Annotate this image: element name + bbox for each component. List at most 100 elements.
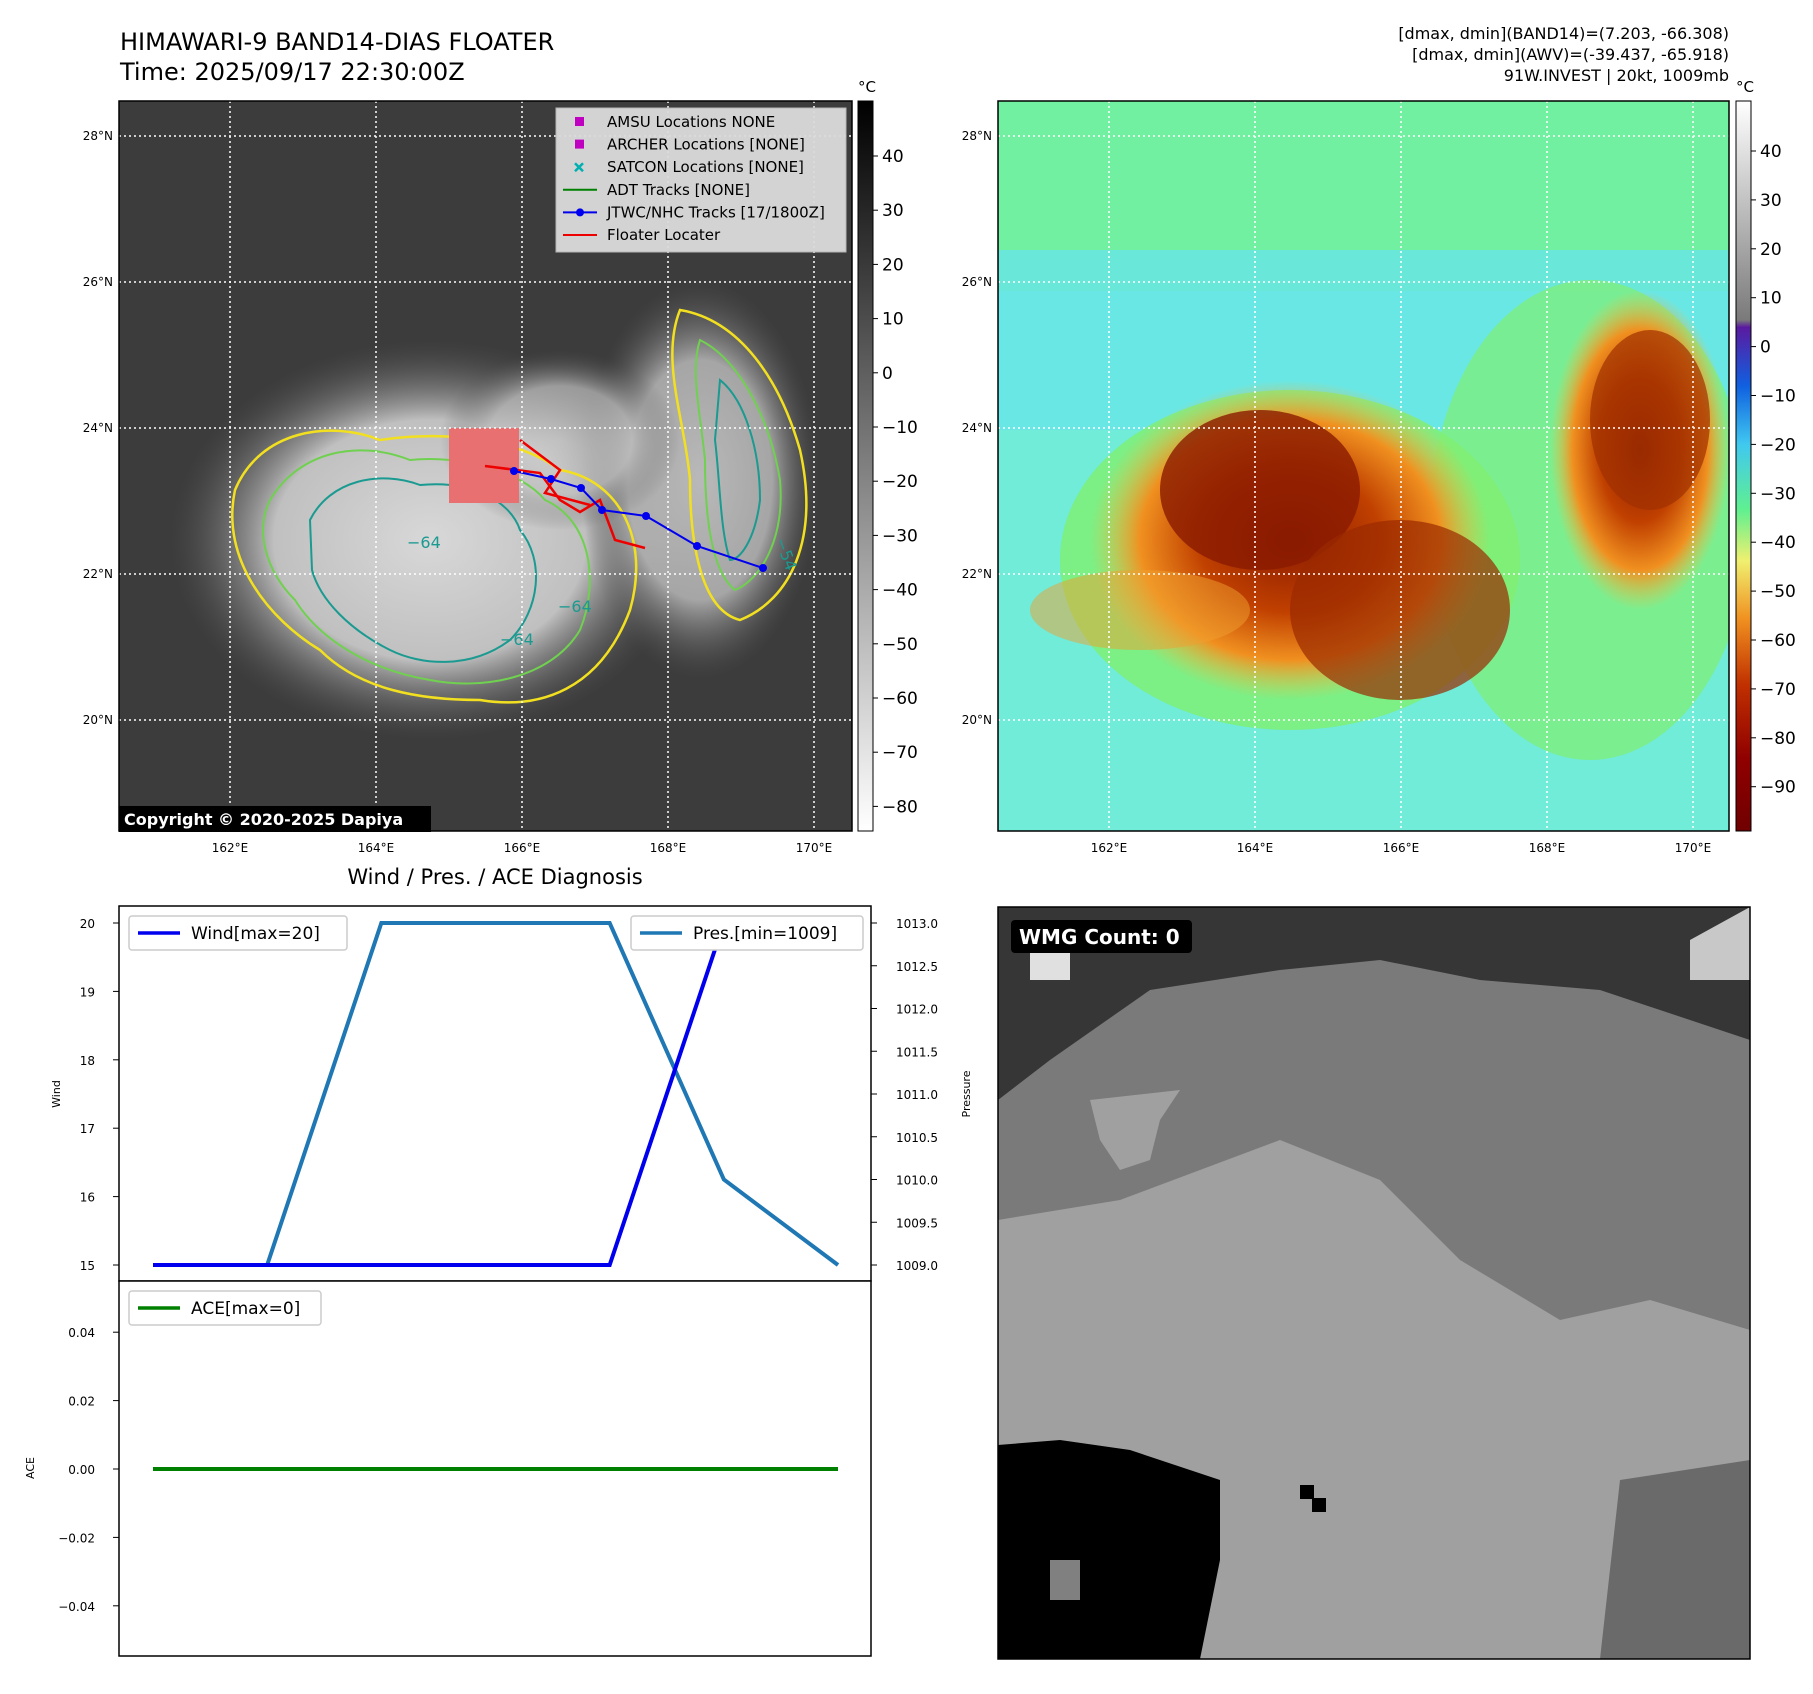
colorbar-tick-label: 20	[1760, 240, 1782, 260]
lon-label: 170°E	[796, 841, 833, 855]
colorbar-tick-label: 20	[882, 255, 904, 275]
wind-legend: Wind[max=20]	[128, 915, 348, 951]
legend-item-label: ARCHER Locations [NONE]	[607, 136, 805, 154]
colorbar-tick-label: −80	[882, 797, 918, 817]
colorbar-left-unit: °C	[858, 78, 876, 96]
lon-label: 168°E	[650, 841, 687, 855]
title-line2: Time: 2025/09/17 22:30:00Z	[119, 58, 465, 86]
legend-item-label: SATCON Locations [NONE]	[607, 158, 804, 176]
ace-axis-label: ACE	[24, 1457, 37, 1479]
colorbar-tick-label: −20	[882, 472, 918, 492]
awv-field	[998, 101, 1729, 760]
colorbar-tick-label: 10	[1760, 289, 1782, 309]
lat-label: 20°N	[83, 713, 113, 727]
colorbar-left: °C 40 30 20 10 0 −10 −20 −30 −40 −50 −60 −70 −80	[857, 78, 918, 832]
pressure-ytick-label: 1009.0	[896, 1259, 938, 1273]
lon-label: 164°E	[1237, 841, 1274, 855]
lon-labels-left: 162°E 164°E 166°E 168°E 170°E	[212, 841, 833, 855]
lat-label: 22°N	[83, 567, 113, 581]
legend-item-label: ADT Tracks [NONE]	[607, 181, 750, 199]
floater-locater-track	[484, 464, 646, 550]
info-line1: [dmax, dmin](BAND14)=(7.203, -66.308)	[1398, 24, 1729, 43]
colorbar-right: °C 40 30 20 10 0 −10 −20 −30 −40 −50 −60 −70 −80 −90	[1735, 78, 1796, 832]
band14-map: −64 −64 −54 −64 28°N 26°N 24°N 22°N 20°N 162…	[83, 100, 853, 855]
pressure-legend-label: Pres.[min=1009]	[693, 924, 837, 944]
colorbar-tick-label: 30	[1760, 191, 1782, 211]
ace-ytick-label: 0.00	[68, 1463, 95, 1477]
lon-labels-right: 162°E 164°E 166°E 168°E 170°E	[1091, 841, 1712, 855]
lon-label: 166°E	[1383, 841, 1420, 855]
legend-marker-x	[574, 162, 584, 173]
colorbar-tick-label: 30	[882, 201, 904, 221]
pressure-legend: Pres.[min=1009]	[630, 915, 864, 951]
awv-map: 28°N 26°N 24°N 22°N 20°N 162°E 164°E 166°E 168°…	[962, 100, 1730, 855]
legend-item-label: Floater Locater	[607, 226, 721, 244]
lon-label: 162°E	[212, 841, 249, 855]
lon-label: 164°E	[358, 841, 395, 855]
wind-ytick-label: 16	[80, 1191, 95, 1205]
colorbar-tick-label: −30	[1760, 484, 1796, 504]
colorbar-tick-label: −30	[882, 526, 918, 546]
colorbar-right-unit: °C	[1736, 78, 1754, 96]
colorbar-tick-label: −90	[1760, 778, 1796, 798]
contour-label-1: −64	[407, 533, 441, 552]
legend-item-label: AMSU Locations NONE	[607, 113, 775, 131]
pressure-ytick-label: 1013.0	[896, 917, 938, 931]
info-line3: 91W.INVEST | 20kt, 1009mb	[1504, 66, 1729, 85]
lat-label: 24°N	[962, 421, 992, 435]
lat-label: 24°N	[83, 421, 113, 435]
colorbar-tick-label: 0	[882, 364, 893, 384]
wind-axis-label: Wind	[50, 1080, 63, 1108]
ace-ytick-label: −0.04	[58, 1600, 95, 1614]
ace-chart: 0.04 0.02 0.00 −0.02 −0.04 ACE ACE[max=0]	[24, 1280, 872, 1657]
lat-label: 28°N	[83, 129, 113, 143]
lon-label: 166°E	[504, 841, 541, 855]
map-gridlines-right	[998, 101, 1729, 831]
colorbar-tick-label: 0	[1760, 338, 1771, 358]
lat-label: 22°N	[962, 567, 992, 581]
colorbar-tick-label: −60	[1760, 631, 1796, 651]
cloud-field: −64 −64 −54 −64	[170, 280, 820, 740]
pressure-ytick-label: 1012.5	[896, 960, 938, 974]
lat-label: 26°N	[962, 275, 992, 289]
colorbar-tick-label: −70	[1760, 680, 1796, 700]
pressure-ytick-label: 1011.5	[896, 1045, 938, 1059]
legend-marker-dot	[576, 208, 584, 217]
colorbar-tick-label: 40	[882, 147, 904, 167]
ace-legend: ACE[max=0]	[128, 1290, 322, 1326]
colorbar-tick-label: −70	[882, 743, 918, 763]
lat-label: 20°N	[962, 713, 992, 727]
title-line1: HIMAWARI-9 BAND14-DIAS FLOATER	[120, 28, 554, 56]
ace-ytick-label: 0.02	[68, 1395, 95, 1409]
lat-label: 26°N	[83, 275, 113, 289]
lon-label: 168°E	[1529, 841, 1566, 855]
pressure-ytick-label: 1009.5	[896, 1216, 938, 1230]
colorbar-tick-label: −50	[882, 635, 918, 655]
diag-chart-title: Wind / Pres. / ACE Diagnosis	[347, 865, 642, 889]
pressure-ytick-label: 1011.0	[896, 1088, 938, 1102]
wind-ytick-label: 19	[80, 985, 95, 999]
info-line2: [dmax, dmin](AWV)=(-39.437, -65.918)	[1412, 45, 1729, 64]
lat-labels-left: 28°N 26°N 24°N 22°N 20°N	[83, 129, 113, 727]
lon-label: 162°E	[1091, 841, 1128, 855]
lat-label: 28°N	[962, 129, 992, 143]
copyright: Copyright © 2020-2025 Dapiya	[124, 810, 403, 829]
wmg-field	[998, 907, 1750, 1659]
wind-pressure-chart: 20 19 18 17 16 15 1013.0 1012.5 1012.0 1011.5 1011…	[50, 905, 973, 1282]
lon-label: 170°E	[1675, 841, 1712, 855]
ace-legend-label: ACE[max=0]	[191, 1299, 300, 1319]
colorbar-tick-label: −50	[1760, 582, 1796, 602]
contour-label-2: −64	[558, 597, 592, 616]
legend-item-label: JTWC/NHC Tracks [17/1800Z]	[606, 203, 825, 221]
pressure-ytick-label: 1010.5	[896, 1131, 938, 1145]
pressure-axis-label: Pressure	[960, 1070, 973, 1117]
colorbar-tick-label: −60	[882, 689, 918, 709]
colorbar-tick-label: −80	[1760, 729, 1796, 749]
ace-ytick-label: −0.02	[58, 1531, 95, 1545]
lat-labels-right: 28°N 26°N 24°N 22°N 20°N	[962, 129, 992, 727]
colorbar-tick-label: 10	[882, 310, 904, 330]
wind-legend-label: Wind[max=20]	[191, 924, 320, 944]
contour-label-4: −64	[500, 630, 534, 649]
colorbar-tick-label: 40	[1760, 142, 1782, 162]
